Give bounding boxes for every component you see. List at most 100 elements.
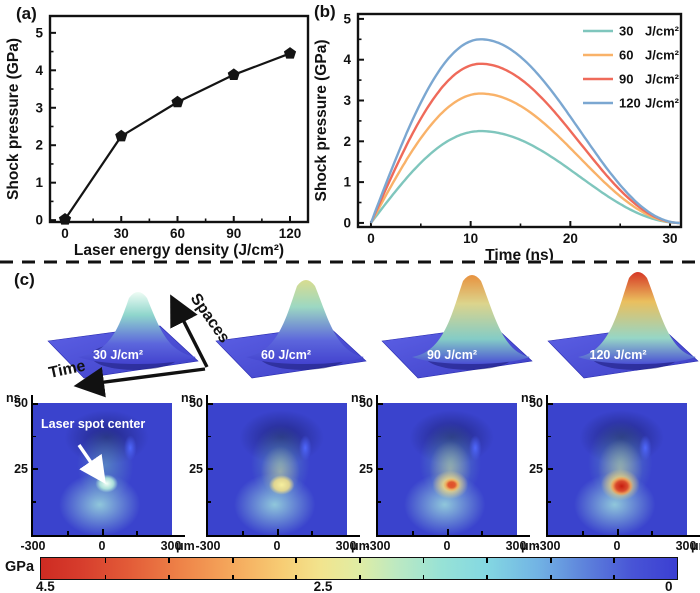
surface-plot-120: 120 J/cm² [547,272,699,379]
heatmap-x-axis [205,534,360,537]
colorbar-tick [359,574,361,579]
y-axis-unit: ns [181,391,196,405]
colorbar-tick [486,558,488,563]
x-axis-unit: μm [521,539,540,553]
pressure-map-60 [208,403,347,535]
svg-text:J/cm²: J/cm² [645,48,680,63]
pressure-glow [548,403,687,535]
svg-text:60: 60 [619,48,633,63]
heatmap-panel-60: ns 50 25 -300 0 300 μm [175,391,370,559]
dashed-separator [0,260,700,264]
xtick-0: 0 [273,539,281,553]
heatmap-x-axis [30,534,185,537]
axis-tick [651,531,653,535]
heatmap-x-axis [375,534,530,537]
colorbar-tick [486,574,488,579]
laser-spot-arrow [77,444,106,485]
xtick-neg300: -300 [195,539,221,553]
axis-tick [33,468,38,471]
time-axis-arrow [73,366,206,398]
svg-text:Laser energy density (J/cm²): Laser energy density (J/cm²) [74,242,284,259]
axis-tick [136,531,138,535]
colorbar-tick [549,574,552,579]
pressure-glow [378,403,517,535]
svg-text:120: 120 [279,226,302,241]
heatmap-y-axis [545,395,548,537]
axis-tick [101,528,104,535]
y-axis-unit: ns [351,391,366,405]
colorbar-tick [613,574,616,579]
ytick-25: 25 [189,462,203,476]
svg-text:1: 1 [343,175,351,190]
ytick-50: 50 [189,396,203,410]
colorbar-tick [422,558,425,563]
pressure-glow [208,403,347,535]
pressure-map-30: Laser spot center [33,403,172,535]
svg-text:Shock pressure (GPa): Shock pressure (GPa) [5,38,22,200]
ytick-25: 25 [14,462,28,476]
svg-text:0: 0 [343,215,351,230]
heatmap-y-axis [375,395,378,537]
svg-text:30: 30 [663,231,678,246]
colorbar-tick [231,558,234,563]
colorbar-tick [422,574,425,579]
svg-text:J/cm²: J/cm² [645,96,680,111]
svg-text:30 J/cm²: 30 J/cm² [93,348,143,362]
ytick-50: 50 [529,396,543,410]
svg-text:0: 0 [61,226,69,241]
axis-tick [378,403,383,406]
panel-c-tag: (c) [14,270,35,289]
axis-tick [311,531,313,535]
svg-text:0: 0 [367,231,375,246]
svg-text:10: 10 [463,231,478,246]
axis-tick [582,531,584,535]
xtick-300: 300 [335,539,357,553]
panel-b-tag: (b) [314,2,336,21]
xtick-0: 0 [443,539,451,553]
xtick-0: 0 [98,539,106,553]
svg-text:J/cm²: J/cm² [645,72,680,87]
x-axis-unit: μm [351,539,370,553]
axis-tick [548,435,551,438]
axis-tick [33,501,36,503]
colorbar-tick [549,558,552,563]
axis-tick [33,403,38,406]
colorbar-tick [613,558,616,563]
space-time-axes-arrows: Spaces Time [47,291,233,398]
xtick-300: 300 [505,539,527,553]
colorbar [40,557,678,580]
axis-tick [412,531,414,535]
x-axis-unit: μm [176,539,195,553]
ytick-25: 25 [529,462,543,476]
axis-tick [67,531,69,535]
svg-text:5: 5 [35,25,43,40]
colorbar-label-min: 0 [665,579,673,593]
heatmap-y-axis [205,395,208,537]
colorbar-tick [104,574,107,579]
svg-text:90 J/cm²: 90 J/cm² [427,348,477,362]
svg-text:J/cm²: J/cm² [645,24,680,39]
xtick-neg300: -300 [535,539,561,553]
svg-text:60: 60 [170,226,185,241]
colorbar-label-mid: 2.5 [313,579,333,593]
heatmap-y-axis [30,395,33,537]
xtick-300: 300 [160,539,182,553]
heatmap-panel-30: ns Laser spot center 50 25 -300 0 300 μm [0,391,195,559]
svg-text:4: 4 [35,63,43,78]
heatmap-panel-120: ns 50 25 -300 0 300 μm [515,391,700,559]
svg-text:90: 90 [226,226,241,241]
axis-tick [208,468,213,471]
ytick-25: 25 [359,462,373,476]
xtick-neg300: -300 [365,539,391,553]
axis-tick [208,435,211,438]
axis-tick [446,528,449,535]
axis-tick [276,528,279,535]
y-axis-unit: ns [6,391,21,405]
axis-tick [548,501,551,503]
spaces-axis-arrow [170,294,209,368]
surface-plot-90: 90 J/cm² [381,275,533,379]
xtick-300: 300 [675,539,697,553]
colorbar-tick [168,558,170,563]
colorbar-tick [295,558,298,563]
